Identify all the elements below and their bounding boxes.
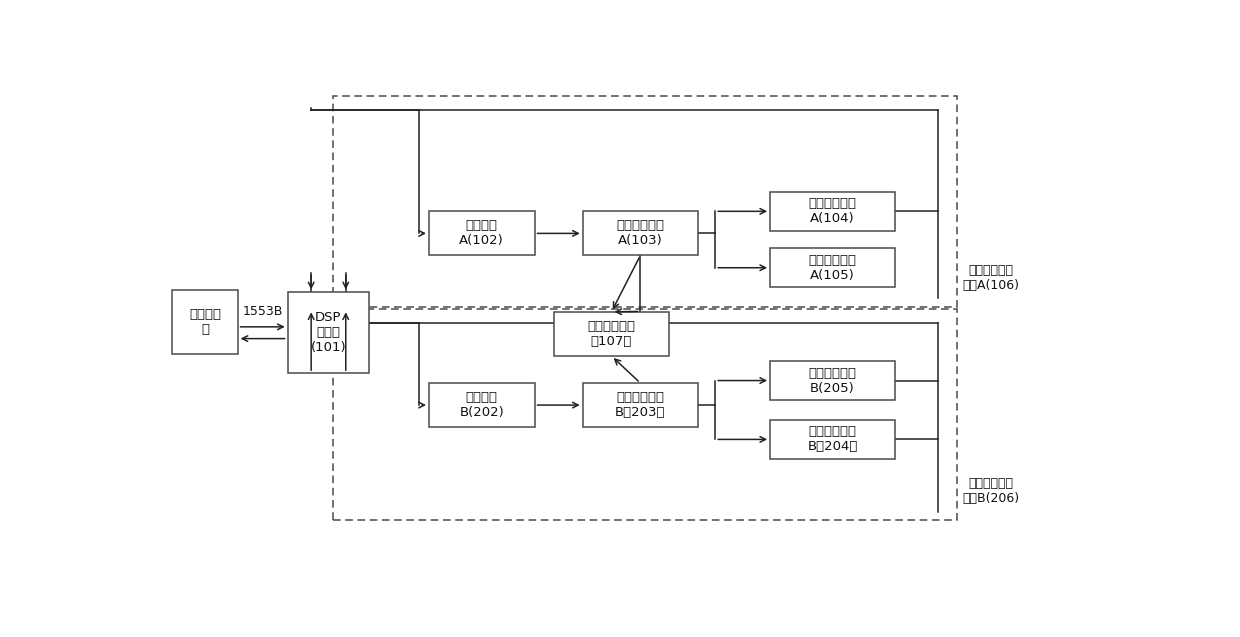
Text: 远程控制
站: 远程控制 站 <box>188 308 221 336</box>
Text: 1553B: 1553B <box>243 305 283 318</box>
Text: 作动器电磁锁
（107）: 作动器电磁锁 （107） <box>588 320 635 348</box>
Text: 控制电路
A(102): 控制电路 A(102) <box>459 219 505 247</box>
Bar <box>583 211 698 255</box>
Text: 电流监测电路
A(105): 电流监测电路 A(105) <box>808 254 857 282</box>
Text: DSP
控制器
(101): DSP 控制器 (101) <box>311 311 346 354</box>
Bar <box>554 312 670 356</box>
Bar <box>332 310 957 520</box>
Bar <box>770 361 895 400</box>
Bar <box>429 383 534 427</box>
Bar <box>429 211 534 255</box>
Text: 锁定解锁电路
B（203）: 锁定解锁电路 B（203） <box>615 391 666 419</box>
Text: 控制电路
B(202): 控制电路 B(202) <box>459 391 505 419</box>
Text: 开落锁及监测
电路B(206): 开落锁及监测 电路B(206) <box>962 477 1019 505</box>
Text: 电压监测电路
A(104): 电压监测电路 A(104) <box>808 197 857 225</box>
Bar <box>770 420 895 459</box>
Bar <box>770 248 895 287</box>
Bar <box>288 292 370 373</box>
Text: 开落锁及监测
电路A(106): 开落锁及监测 电路A(106) <box>962 264 1019 292</box>
Text: 电压监测电路
B（204）: 电压监测电路 B（204） <box>807 426 858 454</box>
Bar <box>583 383 698 427</box>
Bar <box>172 290 238 354</box>
Text: 电流监测电路
B(205): 电流监测电路 B(205) <box>808 366 857 394</box>
Bar <box>770 192 895 231</box>
Bar <box>332 96 957 307</box>
Text: 锁定解锁电路
A(103): 锁定解锁电路 A(103) <box>616 219 665 247</box>
